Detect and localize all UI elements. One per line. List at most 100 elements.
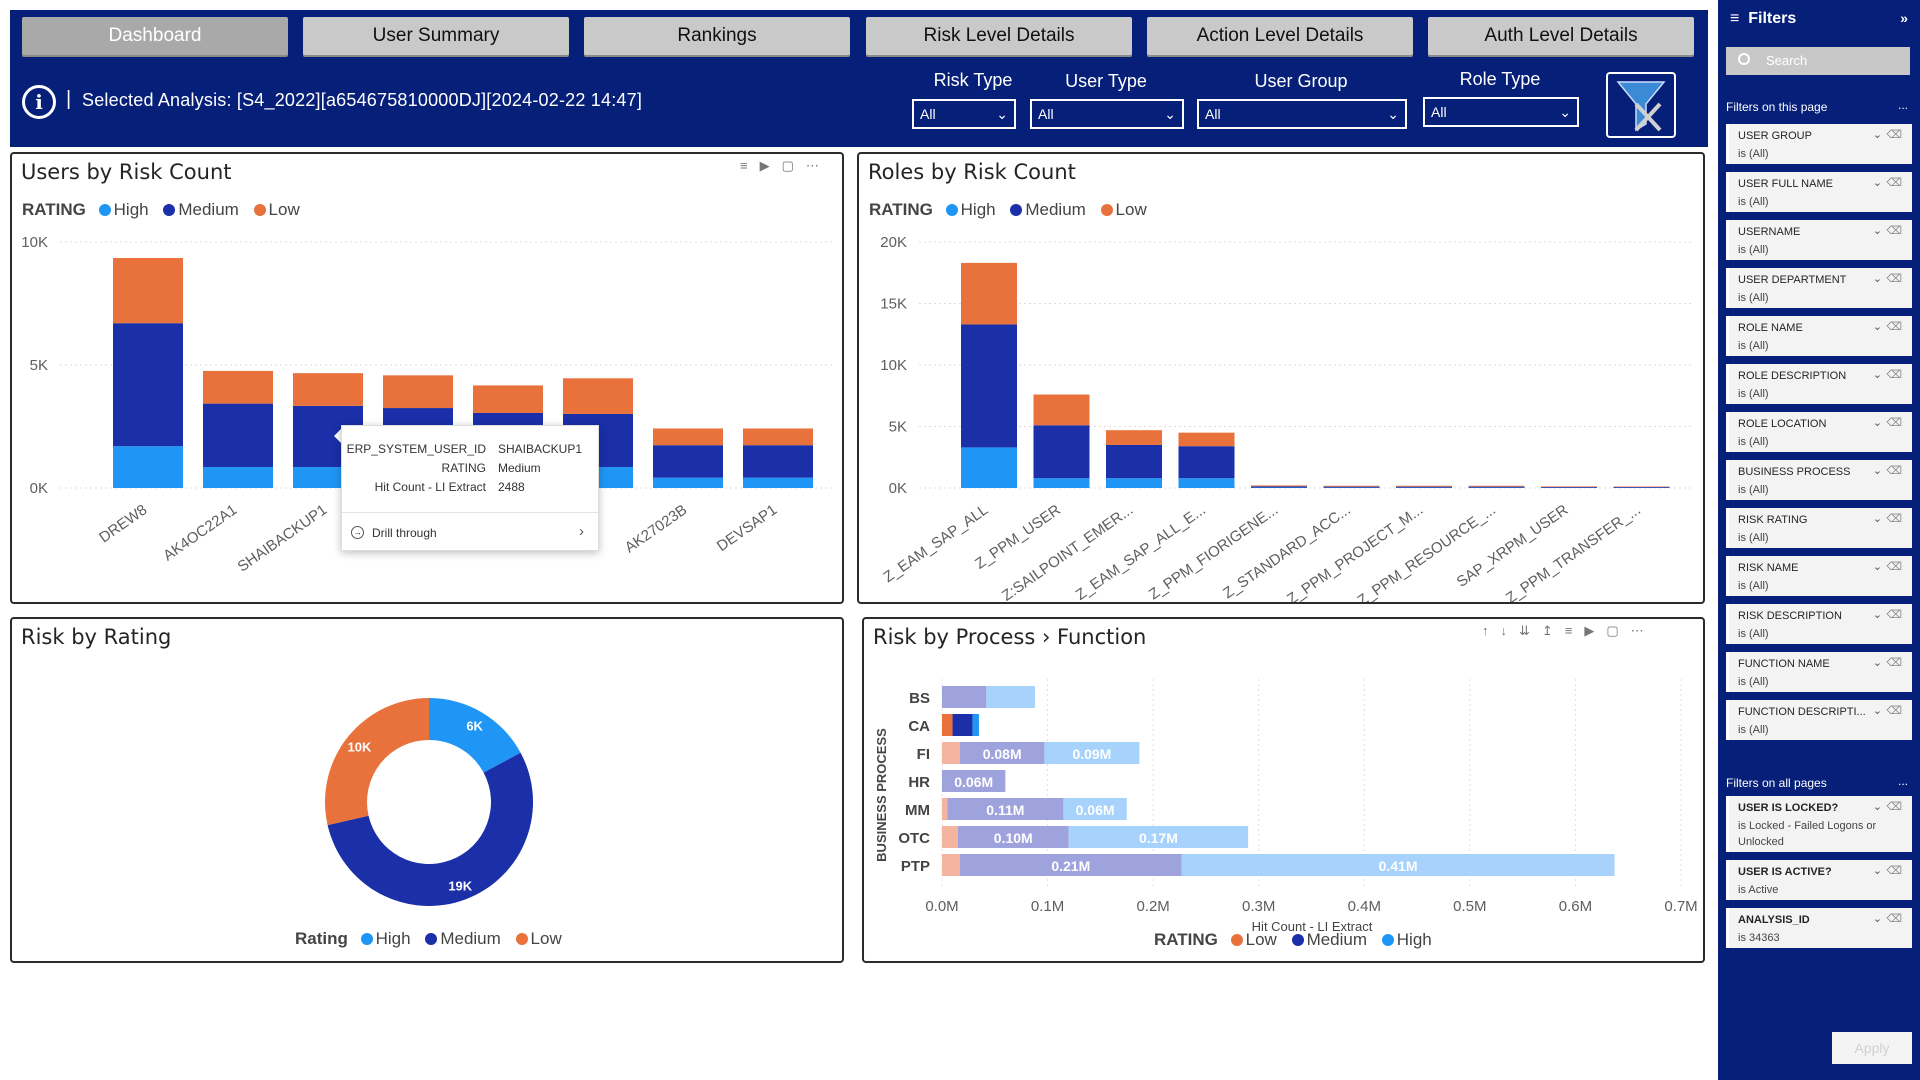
clear-filter-icon[interactable]: ⌫ bbox=[1886, 273, 1902, 285]
clear-filter-icon[interactable]: ⌫ bbox=[1886, 225, 1902, 237]
legend-label-high: High bbox=[375, 929, 411, 948]
donut-slice-medium bbox=[327, 752, 533, 906]
clear-filter-icon[interactable]: ⌫ bbox=[1886, 321, 1902, 333]
visual-header-icons[interactable]: ↑↓⇊↥≡▶▢⋯ bbox=[1482, 623, 1656, 638]
slicer-user-group-dropdown[interactable]: All ⌄ bbox=[1197, 99, 1407, 129]
chevron-down-icon[interactable]: ⌄ bbox=[1872, 561, 1882, 573]
filter-card[interactable]: ROLE NAME is (All) ⌄ ⌫ bbox=[1726, 316, 1912, 356]
more-options-icon[interactable]: ... bbox=[1897, 774, 1908, 788]
filter-card[interactable]: USER IS LOCKED? is Locked - Failed Logons… bbox=[1726, 796, 1912, 852]
filter-card-name: RISK NAME bbox=[1738, 562, 1799, 574]
chevron-down-icon[interactable]: ⌄ bbox=[1872, 801, 1882, 813]
tooltip-pointer bbox=[334, 428, 342, 444]
y-tick-label: 20K bbox=[880, 234, 907, 251]
bar-segment-high bbox=[986, 686, 1035, 708]
filter-search-input[interactable]: Search bbox=[1726, 47, 1910, 75]
filter-card-name: USERNAME bbox=[1738, 226, 1801, 238]
filter-card[interactable]: RISK NAME is (All) ⌄ ⌫ bbox=[1726, 556, 1912, 596]
filter-card[interactable]: ROLE LOCATION is (All) ⌄ ⌫ bbox=[1726, 412, 1912, 452]
chevron-down-icon[interactable]: ⌄ bbox=[1872, 129, 1882, 141]
filter-card[interactable]: RISK RATING is (All) ⌄ ⌫ bbox=[1726, 508, 1912, 548]
clear-filter-icon[interactable]: ⌫ bbox=[1886, 177, 1902, 189]
clear-filter-icon[interactable]: ⌫ bbox=[1886, 417, 1902, 429]
chart-tooltip: ERP_SYSTEM_USER_ID SHAIBACKUP1 RATING Me… bbox=[341, 425, 599, 551]
tab-action-level-details[interactable]: Action Level Details bbox=[1147, 17, 1413, 55]
clear-filter-icon[interactable]: ⌫ bbox=[1886, 129, 1902, 141]
filter-card[interactable]: BUSINESS PROCESS is (All) ⌄ ⌫ bbox=[1726, 460, 1912, 500]
tab-risk-level-details[interactable]: Risk Level Details bbox=[866, 17, 1132, 55]
chevron-down-icon[interactable]: ⌄ bbox=[1872, 369, 1882, 381]
chevron-down-icon[interactable]: ⌄ bbox=[1872, 273, 1882, 285]
clear-filters-button[interactable] bbox=[1606, 72, 1676, 138]
filter-card[interactable]: USER FULL NAME is (All) ⌄ ⌫ bbox=[1726, 172, 1912, 212]
chevron-down-icon[interactable]: ⌄ bbox=[1872, 865, 1882, 877]
donut-data-label: 6K bbox=[466, 719, 483, 734]
chevron-down-icon[interactable]: ⌄ bbox=[1872, 225, 1882, 237]
filter-card-value: is (All) bbox=[1738, 484, 1769, 496]
legend-label-medium: Medium bbox=[440, 929, 501, 948]
filter-card[interactable]: ANALYSIS_ID is 34363 ⌄ ⌫ bbox=[1726, 908, 1912, 948]
apply-button[interactable]: Apply bbox=[1832, 1032, 1912, 1064]
clear-filter-icon[interactable]: ⌫ bbox=[1886, 657, 1902, 669]
slicer-user-type-dropdown[interactable]: All ⌄ bbox=[1030, 99, 1184, 129]
legend-dot-high bbox=[360, 933, 373, 945]
chevron-down-icon[interactable]: ⌄ bbox=[1872, 417, 1882, 429]
clear-filter-icon[interactable]: ⌫ bbox=[1886, 801, 1902, 813]
roles-bar-chart[interactable]: 0K5K10K15K20KZ_EAM_SAP_ALLZ_PPM_USERZ:SA… bbox=[859, 222, 1703, 602]
chevron-down-icon[interactable]: ⌄ bbox=[1872, 177, 1882, 189]
collapse-pane-icon[interactable]: » bbox=[1900, 10, 1908, 26]
filter-card[interactable]: USERNAME is (All) ⌄ ⌫ bbox=[1726, 220, 1912, 260]
clear-filter-icon[interactable]: ⌫ bbox=[1886, 609, 1902, 621]
drill-through-icon: → bbox=[351, 526, 364, 539]
bar-segment-high bbox=[203, 467, 273, 488]
clear-filter-icon[interactable]: ⌫ bbox=[1886, 865, 1902, 877]
legend: RATING High Medium Low bbox=[869, 200, 1157, 220]
filter-card[interactable]: USER DEPARTMENT is (All) ⌄ ⌫ bbox=[1726, 268, 1912, 308]
clear-filter-icon[interactable]: ⌫ bbox=[1886, 913, 1902, 925]
chevron-down-icon: ⌄ bbox=[1387, 106, 1399, 122]
section-page-filters-label: Filters on this page bbox=[1726, 100, 1828, 114]
more-options-icon[interactable]: ... bbox=[1897, 98, 1908, 112]
bar-segment-medium bbox=[957, 826, 1069, 848]
clear-filter-icon[interactable]: ⌫ bbox=[1886, 705, 1902, 717]
filter-card[interactable]: ROLE DESCRIPTION is (All) ⌄ ⌫ bbox=[1726, 364, 1912, 404]
tooltip-row: Hit Count - LI Extract 2488 bbox=[342, 480, 598, 498]
legend-dot-high bbox=[98, 204, 111, 216]
tab-dashboard[interactable]: Dashboard bbox=[22, 17, 288, 55]
chevron-right-icon[interactable]: › bbox=[579, 523, 584, 540]
bar-segment-high bbox=[1068, 826, 1249, 848]
chevron-down-icon[interactable]: ⌄ bbox=[1872, 513, 1882, 525]
clear-filter-icon[interactable]: ⌫ bbox=[1886, 465, 1902, 477]
process-bar-chart[interactable]: 0.0M 0.1M 0.2M 0.3M 0.4M 0.5M 0.6M 0.7M Hit Coun… bbox=[864, 659, 1703, 934]
rating-donut-chart[interactable]: 6K 19K 10K bbox=[12, 649, 842, 939]
x-tick-label: 0.4M bbox=[1348, 898, 1381, 915]
filter-card[interactable]: FUNCTION DESCRIPTI... is (All) ⌄ ⌫ bbox=[1726, 700, 1912, 740]
chevron-down-icon[interactable]: ⌄ bbox=[1872, 465, 1882, 477]
filter-card[interactable]: USER GROUP is (All) ⌄ ⌫ bbox=[1726, 124, 1912, 164]
filter-card[interactable]: FUNCTION NAME is (All) ⌄ ⌫ bbox=[1726, 652, 1912, 692]
x-tick-label: AK27023B bbox=[622, 501, 691, 556]
tab-user-summary[interactable]: User Summary bbox=[303, 17, 569, 55]
bar-segment-low bbox=[473, 385, 543, 413]
slicer-user-type-value: All bbox=[1038, 106, 1054, 122]
slicer-user-group-value: All bbox=[1205, 106, 1221, 122]
clear-filter-icon[interactable]: ⌫ bbox=[1886, 369, 1902, 381]
chevron-down-icon[interactable]: ⌄ bbox=[1872, 609, 1882, 621]
clear-filter-icon[interactable]: ⌫ bbox=[1886, 513, 1902, 525]
tooltip-key: RATING bbox=[441, 461, 486, 475]
chevron-down-icon[interactable]: ⌄ bbox=[1872, 913, 1882, 925]
drill-through-button[interactable]: Drill through bbox=[372, 526, 437, 540]
chevron-down-icon[interactable]: ⌄ bbox=[1872, 705, 1882, 717]
chevron-down-icon[interactable]: ⌄ bbox=[1872, 321, 1882, 333]
slicer-role-type-dropdown[interactable]: All ⌄ bbox=[1423, 97, 1579, 127]
tab-rankings[interactable]: Rankings bbox=[584, 17, 850, 55]
tab-auth-level-details[interactable]: Auth Level Details bbox=[1428, 17, 1694, 55]
clear-filter-icon[interactable]: ⌫ bbox=[1886, 561, 1902, 573]
visual-header-icons[interactable]: ≡▶▢⋯ bbox=[740, 158, 831, 173]
filter-card[interactable]: RISK DESCRIPTION is (All) ⌄ ⌫ bbox=[1726, 604, 1912, 644]
bar-segment-medium bbox=[1541, 487, 1597, 488]
chevron-down-icon[interactable]: ⌄ bbox=[1872, 657, 1882, 669]
info-icon[interactable]: i bbox=[22, 85, 56, 119]
filter-card[interactable]: USER IS ACTIVE? is Active ⌄ ⌫ bbox=[1726, 860, 1912, 900]
slicer-risk-type-dropdown[interactable]: All ⌄ bbox=[912, 99, 1016, 129]
